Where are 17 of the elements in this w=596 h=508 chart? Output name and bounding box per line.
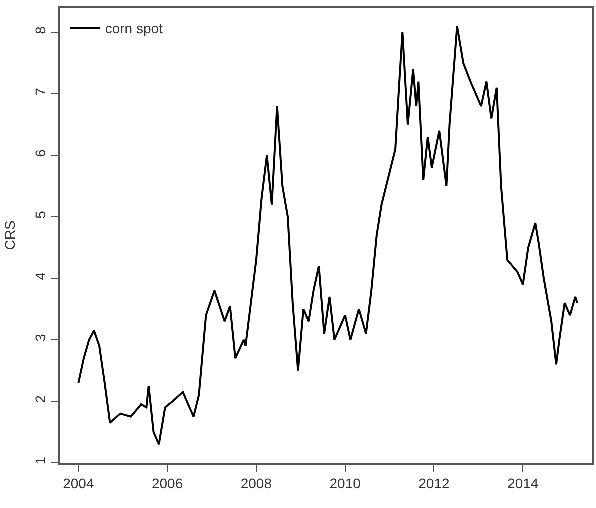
y-tick-label: 2 [32,395,49,404]
x-tick-label: 2012 [418,476,450,492]
y-tick-label: 5 [32,210,49,219]
line-series [78,25,578,446]
y-tick-label: 3 [32,334,49,342]
y-tick-label: 4 [32,272,49,280]
y-axis-title: CRS [2,220,18,250]
x-tick-label: 2010 [330,476,362,492]
x-tick-label: 2006 [152,476,184,492]
y-tick-label: 6 [32,149,49,158]
y-tick-label: 7 [32,88,49,96]
x-tick-label: 2008 [240,476,272,492]
y-tick-label: 8 [32,26,49,34]
x-tick-label: 2004 [63,476,94,492]
x-tick-label: 2014 [508,476,539,492]
legend-label: corn spot [105,20,164,37]
y-tick-label: 1 [32,456,49,465]
